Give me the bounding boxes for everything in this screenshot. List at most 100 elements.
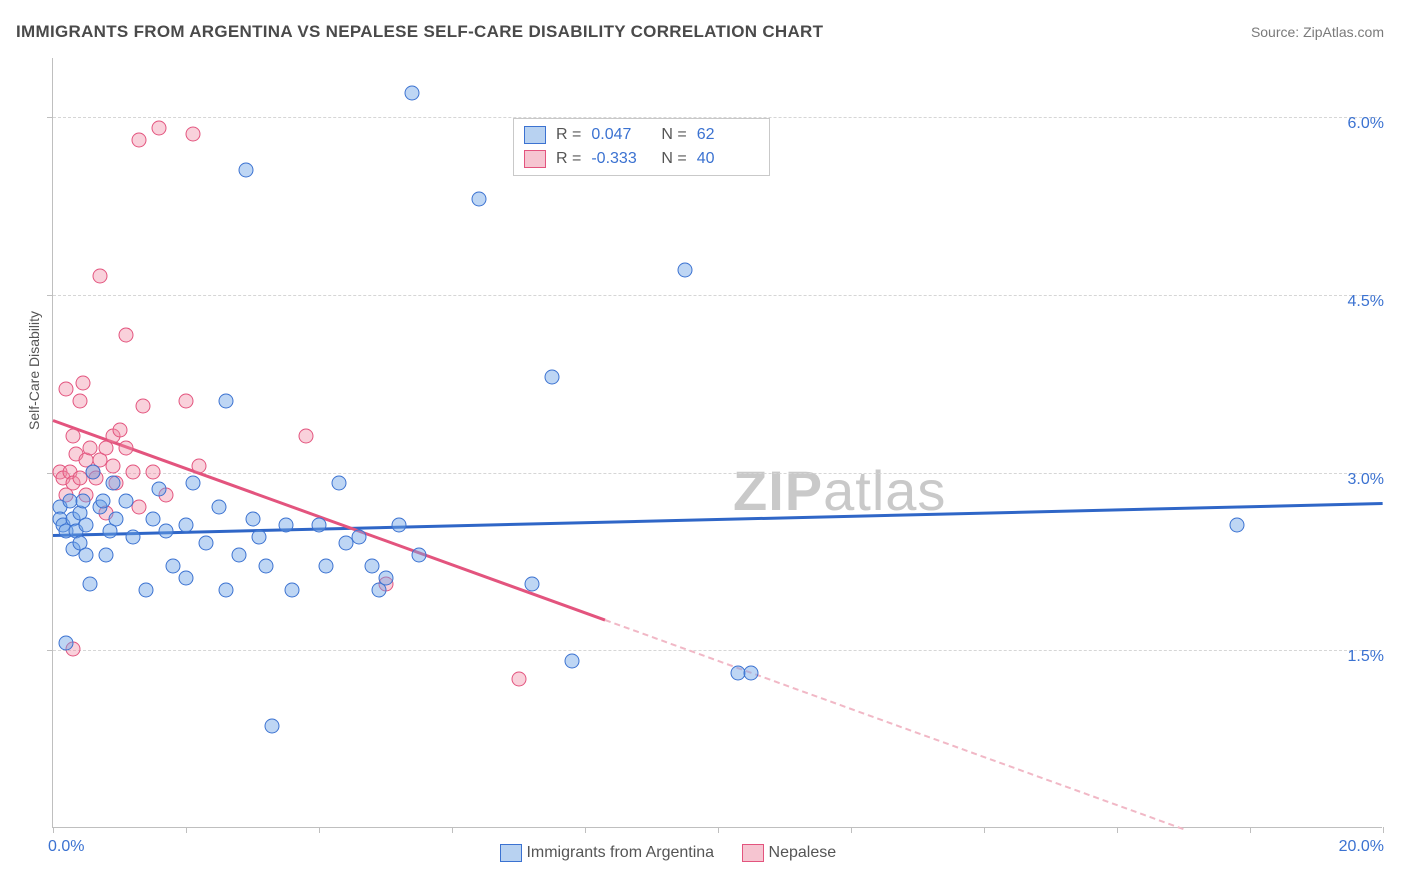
data-point xyxy=(159,523,174,538)
legend-label-1: Immigrants from Argentina xyxy=(526,844,714,861)
data-point xyxy=(265,719,280,734)
n-value-2: 40 xyxy=(697,147,757,171)
swatch-pink-icon xyxy=(742,844,764,862)
data-point xyxy=(198,535,213,550)
data-point xyxy=(212,500,227,515)
chart-title: IMMIGRANTS FROM ARGENTINA VS NEPALESE SE… xyxy=(16,22,823,42)
data-point xyxy=(677,263,692,278)
data-point xyxy=(59,381,74,396)
x-tick xyxy=(53,827,54,833)
data-point xyxy=(92,269,107,284)
legend-item-2: Nepalese xyxy=(742,844,836,862)
watermark-bold: ZIP xyxy=(733,459,823,522)
data-point xyxy=(391,517,406,532)
y-tick-label: 6.0% xyxy=(1348,115,1384,133)
data-point xyxy=(59,636,74,651)
x-tick xyxy=(186,827,187,833)
data-point xyxy=(245,512,260,527)
data-point xyxy=(109,512,124,527)
data-point xyxy=(378,571,393,586)
data-point xyxy=(564,654,579,669)
data-point xyxy=(524,577,539,592)
y-tick-label: 4.5% xyxy=(1348,293,1384,311)
data-point xyxy=(99,547,114,562)
data-point xyxy=(411,547,426,562)
data-point xyxy=(105,476,120,491)
data-point xyxy=(82,577,97,592)
n-label: N = xyxy=(661,147,686,171)
n-label: N = xyxy=(661,123,686,147)
source-attribution: Source: ZipAtlas.com xyxy=(1251,24,1384,40)
data-point xyxy=(511,671,526,686)
grid-line xyxy=(53,295,1382,296)
x-tick xyxy=(984,827,985,833)
data-point xyxy=(65,429,80,444)
data-point xyxy=(179,571,194,586)
source-site: ZipAtlas.com xyxy=(1303,24,1384,40)
grid-line xyxy=(53,117,1382,118)
data-point xyxy=(79,517,94,532)
series-legend: Immigrants from Argentina Nepalese xyxy=(500,844,836,862)
data-point xyxy=(218,393,233,408)
stats-row-series2: R = -0.333 N = 40 xyxy=(524,147,757,171)
x-tick xyxy=(319,827,320,833)
data-point xyxy=(95,494,110,509)
r-label: R = xyxy=(556,123,581,147)
r-value-2: -0.333 xyxy=(591,147,651,171)
data-point xyxy=(218,583,233,598)
data-point xyxy=(238,162,253,177)
x-tick xyxy=(1250,827,1251,833)
x-tick xyxy=(452,827,453,833)
data-point xyxy=(258,559,273,574)
plot-area: ZIPatlas R = 0.047 N = 62 R = -0.333 N =… xyxy=(52,58,1382,828)
data-point xyxy=(278,517,293,532)
data-point xyxy=(179,393,194,408)
data-point xyxy=(145,512,160,527)
data-point xyxy=(152,482,167,497)
data-point xyxy=(125,464,140,479)
data-point xyxy=(132,500,147,515)
data-point xyxy=(135,399,150,414)
data-point xyxy=(79,547,94,562)
data-point xyxy=(75,494,90,509)
data-point xyxy=(1229,517,1244,532)
data-point xyxy=(185,476,200,491)
x-tick xyxy=(1117,827,1118,833)
y-axis-label: Self-Care Disability xyxy=(26,311,42,430)
data-point xyxy=(331,476,346,491)
data-point xyxy=(298,429,313,444)
swatch-blue-icon xyxy=(500,844,522,862)
swatch-blue-icon xyxy=(524,126,546,144)
legend-label-2: Nepalese xyxy=(769,844,837,861)
data-point xyxy=(185,127,200,142)
stats-legend: R = 0.047 N = 62 R = -0.333 N = 40 xyxy=(513,118,770,176)
x-tick xyxy=(1383,827,1384,833)
x-axis-min-label: 0.0% xyxy=(48,838,84,856)
data-point xyxy=(75,375,90,390)
y-tick xyxy=(47,650,53,651)
y-tick xyxy=(47,295,53,296)
data-point xyxy=(112,423,127,438)
data-point xyxy=(192,458,207,473)
data-point xyxy=(365,559,380,574)
data-point xyxy=(119,440,134,455)
data-point xyxy=(145,464,160,479)
data-point xyxy=(252,529,267,544)
y-tick-label: 1.5% xyxy=(1348,648,1384,666)
trend-line xyxy=(52,419,605,621)
swatch-pink-icon xyxy=(524,150,546,168)
data-point xyxy=(232,547,247,562)
data-point xyxy=(405,85,420,100)
legend-item-1: Immigrants from Argentina xyxy=(500,844,714,862)
r-label: R = xyxy=(556,147,581,171)
x-axis-max-label: 20.0% xyxy=(1339,838,1384,856)
data-point xyxy=(105,458,120,473)
data-point xyxy=(544,369,559,384)
y-tick-label: 3.0% xyxy=(1348,471,1384,489)
x-tick xyxy=(585,827,586,833)
data-point xyxy=(132,132,147,147)
data-point xyxy=(312,517,327,532)
data-point xyxy=(165,559,180,574)
data-point xyxy=(318,559,333,574)
n-value-1: 62 xyxy=(697,123,757,147)
